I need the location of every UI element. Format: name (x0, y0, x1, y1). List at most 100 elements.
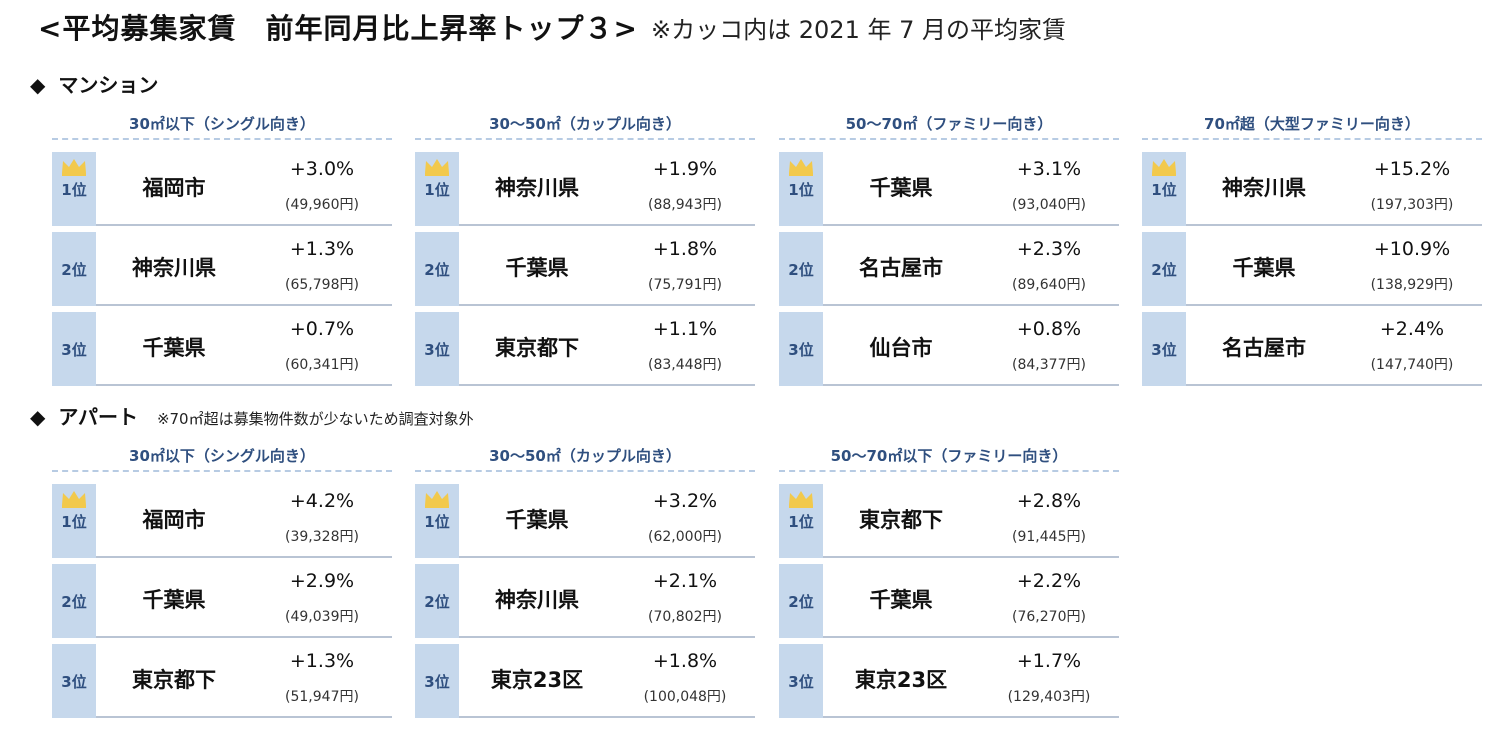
growth-rate: +1.9% (652, 158, 718, 180)
row-divider (823, 384, 1119, 386)
ranking-row: 2位 神奈川県 +2.1% (70,802円) (415, 564, 755, 638)
row-divider (1186, 224, 1482, 226)
region-name: 仙台市 (869, 336, 933, 360)
average-rent: (138,929円) (1370, 277, 1454, 293)
growth-rate: +1.3% (289, 650, 355, 672)
rank-cell: 2位 (779, 232, 823, 306)
row-divider (823, 556, 1119, 558)
ranking-row: 3位 東京都下 +1.3% (51,947円) (52, 644, 392, 718)
region-name: 神奈川県 (495, 588, 579, 612)
average-rent: (76,270円) (1012, 609, 1086, 625)
average-rent: (93,040円) (1012, 197, 1086, 213)
region-name: 東京都下 (859, 508, 943, 532)
average-rent: (65,798円) (285, 277, 359, 293)
average-rent: (100,048円) (643, 689, 727, 705)
region-name: 神奈川県 (495, 176, 579, 200)
average-rent: (49,039円) (285, 609, 359, 625)
ranking-row: 1位 神奈川県 +1.9% (88,943円) (415, 152, 755, 226)
growth-rate: +3.0% (289, 158, 355, 180)
apart-group-2: 30～50㎡（カップル向き） 1位 千葉県 +3.2% (62,000円) 2位 神奈川県 +… (415, 444, 755, 718)
rank-label: 1位 (788, 513, 814, 531)
crown-svg (1152, 159, 1176, 176)
mansion-group-3: 50～70㎡（ファミリー向き） 1位 千葉県 +3.1% (93,040円) 2位 名古屋市… (779, 112, 1119, 386)
rank-label: 3位 (61, 673, 87, 691)
ranking-row: 2位 神奈川県 +1.3% (65,798円) (52, 232, 392, 306)
crown-icon (423, 489, 451, 513)
rank-cell: 3位 (52, 644, 96, 718)
row-divider (96, 636, 392, 638)
rank-label: 3位 (424, 341, 450, 359)
growth-rate: +1.1% (652, 318, 718, 340)
average-rent: (91,445円) (1012, 529, 1086, 545)
rank-label: 3位 (424, 673, 450, 691)
group-title: 30㎡以下（シングル向き） (52, 112, 392, 140)
average-rent: (84,377円) (1012, 357, 1086, 373)
average-rent: (88,943円) (648, 197, 722, 213)
average-rent: (70,802円) (648, 609, 722, 625)
rank-cell: 1位 (52, 484, 96, 558)
rank-cell: 2位 (415, 232, 459, 306)
row-divider (459, 636, 755, 638)
page-title-main: <平均募集家賃 前年同月比上昇率トップ３> (38, 12, 638, 45)
mansion-group-1: 30㎡以下（シングル向き） 1位 福岡市 +3.0% (49,960円) 2位 神奈川県 +1… (52, 112, 392, 386)
group-title: 30～50㎡（カップル向き） (415, 112, 755, 140)
row-divider (823, 224, 1119, 226)
average-rent: (197,303円) (1370, 197, 1454, 213)
region-name: 千葉県 (869, 588, 933, 612)
rank-cell: 1位 (415, 484, 459, 558)
average-rent: (83,448円) (648, 357, 722, 373)
section-apart-label: ◆ アパート ※70㎡超は募集物件数が少ないため調査対象外 (30, 404, 474, 432)
region-name: 千葉県 (869, 176, 933, 200)
rank-cell: 1位 (1142, 152, 1186, 226)
region-name: 名古屋市 (1222, 336, 1306, 360)
mansion-group-2: 30～50㎡（カップル向き） 1位 神奈川県 +1.9% (88,943円) 2位 千葉県 +… (415, 112, 755, 386)
row-divider (96, 224, 392, 226)
growth-rate: +3.2% (652, 490, 718, 512)
crown-svg (425, 159, 449, 176)
row-divider (96, 716, 392, 718)
growth-rate: +2.4% (1379, 318, 1445, 340)
rank-label: 1位 (424, 181, 450, 199)
row-divider (96, 556, 392, 558)
rank-label: 3位 (788, 673, 814, 691)
average-rent: (147,740円) (1370, 357, 1454, 373)
row-divider (823, 716, 1119, 718)
rank-label: 2位 (61, 593, 87, 611)
crown-icon (60, 489, 88, 513)
growth-rate: +2.3% (1016, 238, 1082, 260)
crown-icon (787, 489, 815, 513)
group-title: 30～50㎡（カップル向き） (415, 444, 755, 472)
growth-rate: +15.2% (1373, 158, 1451, 180)
crown-icon (60, 157, 88, 181)
region-name: 東京都下 (495, 336, 579, 360)
rank-cell: 1位 (779, 152, 823, 226)
average-rent: (49,960円) (285, 197, 359, 213)
row-divider (1186, 384, 1482, 386)
growth-rate: +2.9% (289, 570, 355, 592)
rank-cell: 3位 (415, 312, 459, 386)
growth-rate: +4.2% (289, 490, 355, 512)
average-rent: (51,947円) (285, 689, 359, 705)
rank-cell: 1位 (52, 152, 96, 226)
page-title: <平均募集家賃 前年同月比上昇率トップ３> ※カッコ内は 2021 年 7 月の… (38, 10, 1066, 52)
ranking-row: 3位 東京23区 +1.7% (129,403円) (779, 644, 1119, 718)
rank-cell: 3位 (52, 312, 96, 386)
row-divider (459, 224, 755, 226)
ranking-row: 1位 千葉県 +3.2% (62,000円) (415, 484, 755, 558)
section-apart-note: ※70㎡超は募集物件数が少ないため調査対象外 (156, 410, 474, 428)
growth-rate: +10.9% (1373, 238, 1451, 260)
row-divider (823, 304, 1119, 306)
section-mansion-label: ◆ マンション (30, 72, 158, 98)
rank-cell: 3位 (779, 644, 823, 718)
crown-svg (789, 159, 813, 176)
rank-cell: 2位 (52, 564, 96, 638)
diamond-icon: ◆ (30, 73, 46, 97)
ranking-row: 2位 千葉県 +2.9% (49,039円) (52, 564, 392, 638)
rank-cell: 3位 (779, 312, 823, 386)
group-title: 30㎡以下（シングル向き） (52, 444, 392, 472)
growth-rate: +1.8% (652, 238, 718, 260)
growth-rate: +2.8% (1016, 490, 1082, 512)
growth-rate: +0.8% (1016, 318, 1082, 340)
row-divider (459, 384, 755, 386)
rank-label: 1位 (1151, 181, 1177, 199)
